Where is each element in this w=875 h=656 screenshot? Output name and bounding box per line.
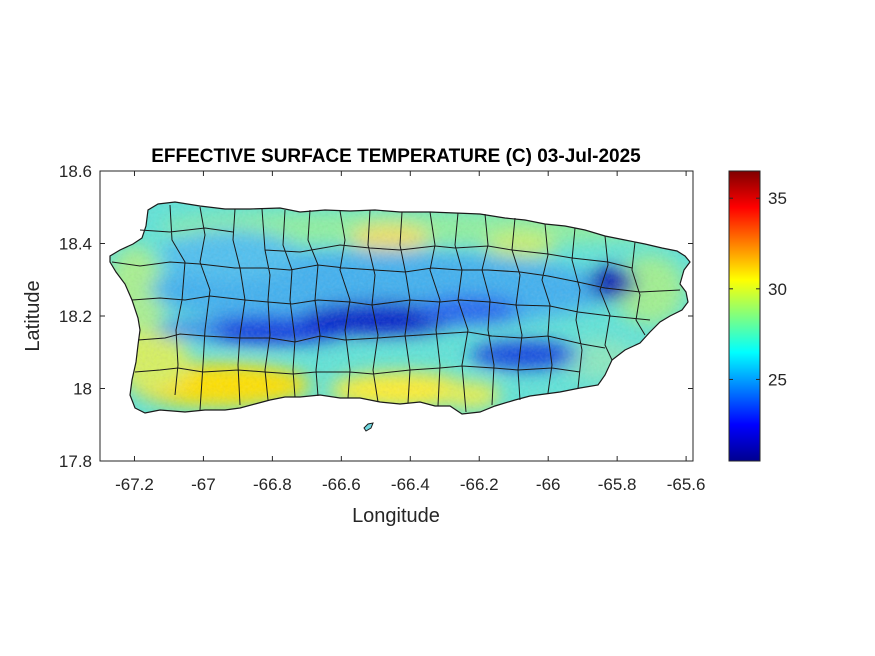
x-axis-ticks: -67.2 -67 -66.8 -66.6 -66.4 -66.2 -66 -65.8 -65.… bbox=[115, 171, 705, 494]
x-axis-label: Longitude bbox=[352, 505, 440, 527]
x-tick-label: -66.4 bbox=[391, 475, 430, 494]
x-tick-label: -66.6 bbox=[322, 475, 361, 494]
chart-title: EFFECTIVE SURFACE TEMPERATURE (C) 03-Jul… bbox=[151, 146, 641, 167]
x-tick-label: -65.6 bbox=[667, 475, 706, 494]
y-tick-label: 18.4 bbox=[59, 235, 92, 254]
y-tick-label: 18 bbox=[73, 380, 92, 399]
colorbar-ticks: 25 30 35 bbox=[729, 189, 787, 389]
x-tick-label: -67.2 bbox=[115, 475, 154, 494]
y-tick-label: 18.6 bbox=[59, 162, 92, 181]
municipality-boundaries bbox=[111, 204, 681, 413]
x-tick-label: -66.2 bbox=[460, 475, 499, 494]
colorbar-tick-label: 35 bbox=[768, 189, 787, 208]
colorbar-tick-label: 25 bbox=[768, 370, 787, 389]
y-tick-label: 17.8 bbox=[59, 452, 92, 471]
x-tick-label: -66.8 bbox=[253, 475, 292, 494]
x-tick-label: -67 bbox=[191, 475, 216, 494]
y-axis-ticks: 17.8 18 18.2 18.4 18.6 bbox=[59, 162, 693, 471]
x-tick-label: -66 bbox=[536, 475, 561, 494]
colorbar bbox=[728, 170, 761, 462]
x-tick-label: -65.8 bbox=[598, 475, 637, 494]
small-island-outline bbox=[363, 422, 374, 432]
island-outline bbox=[109, 201, 691, 415]
y-tick-label: 18.2 bbox=[59, 307, 92, 326]
y-axis-label: Latitude bbox=[22, 280, 44, 351]
colorbar-tick-label: 30 bbox=[768, 280, 787, 299]
